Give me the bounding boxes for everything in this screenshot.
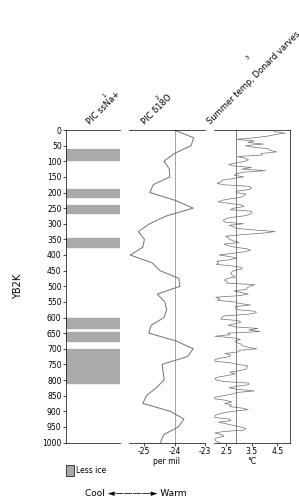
Text: Less ice: Less ice [76,466,106,475]
Text: Cool ◄————► Warm: Cool ◄————► Warm [85,490,186,498]
Bar [66,332,120,341]
Bar [66,358,120,383]
Bar [66,205,120,213]
Text: 2: 2 [155,94,161,101]
Bar [66,318,120,328]
X-axis label: per mil: per mil [153,457,181,466]
Text: YB2K: YB2K [13,274,23,299]
Text: PIC δ18O: PIC δ18O [140,92,174,126]
Bar [66,149,120,160]
Text: PIC ssNa+: PIC ssNa+ [85,89,122,126]
X-axis label: °C: °C [247,457,256,466]
Text: 1: 1 [101,92,108,98]
Bar [66,349,120,358]
Bar [66,190,120,197]
Text: Summer temp, Donard varves: Summer temp, Donard varves [206,30,299,126]
Text: 3: 3 [245,54,251,61]
Bar [66,238,120,247]
